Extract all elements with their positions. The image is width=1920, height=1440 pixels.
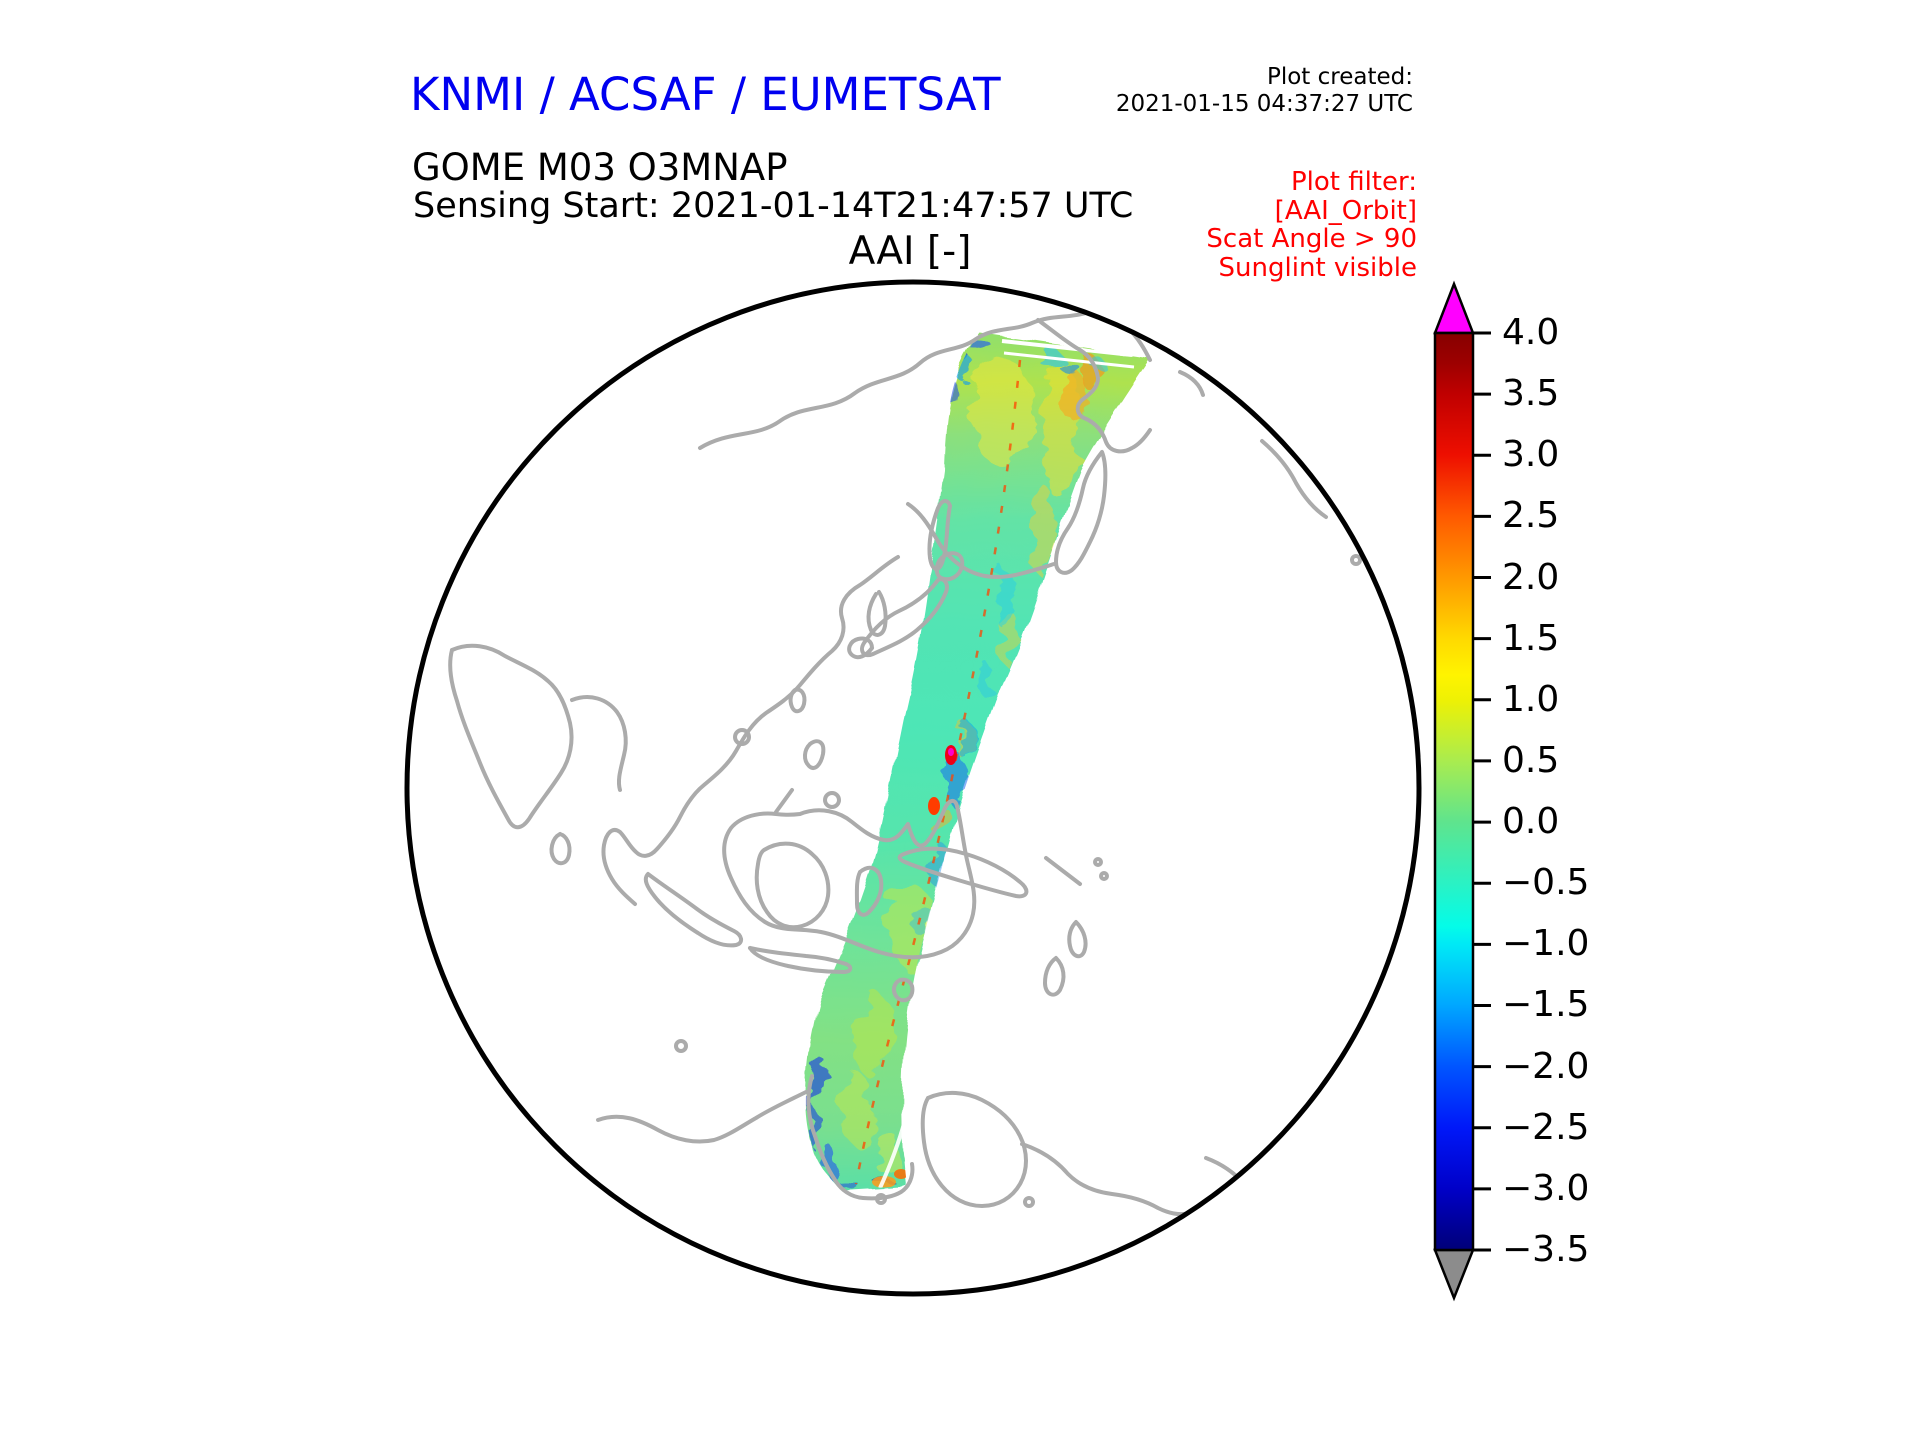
plot-filter-line: Scat Angle > 90 xyxy=(1206,224,1417,254)
plot-filter-line: [AAI_Orbit] xyxy=(1275,196,1417,226)
colorbar-tick-label: 3.0 xyxy=(1502,436,1559,474)
plot-created-value: 2021-01-15 04:37:27 UTC xyxy=(1116,91,1413,117)
agency-title: KNMI / ACSAF / EUMETSAT xyxy=(410,68,1001,121)
plot-created-block: Plot created:2021-01-15 04:37:27 UTC xyxy=(1116,64,1413,117)
colorbar xyxy=(1435,284,1491,1298)
aai-orange-spot xyxy=(928,797,940,815)
map-title: AAI [-] xyxy=(849,229,972,274)
plot-filter-block: Plot filter:[AAI_Orbit]Scat Angle > 90Su… xyxy=(1206,168,1417,282)
product-title: GOME M03 O3MNAP xyxy=(412,146,788,189)
colorbar-gradient xyxy=(1435,333,1473,1250)
plot-filter-line: Sunglint visible xyxy=(1219,253,1417,283)
sensing-start-text: Sensing Start: 2021-01-14T21:47:57 UTC xyxy=(413,186,1133,226)
colorbar-tick-label: −3.0 xyxy=(1502,1170,1589,1208)
colorbar-tick-label: 0.0 xyxy=(1502,803,1559,841)
colorbar-over-arrow xyxy=(1435,284,1473,333)
colorbar-tick-label: 0.5 xyxy=(1502,742,1559,780)
colorbar-tick-label: 1.5 xyxy=(1502,620,1559,658)
colorbar-tick-label: −2.5 xyxy=(1502,1109,1589,1147)
colorbar-tick-label: 3.5 xyxy=(1502,375,1559,413)
colorbar-tick-label: 1.0 xyxy=(1502,681,1559,719)
plot-created-label: Plot created: xyxy=(1267,64,1413,90)
aai-magenta-spot xyxy=(948,748,954,756)
colorbar-tick-label: 2.0 xyxy=(1502,559,1559,597)
colorbar-tick-label: −2.0 xyxy=(1502,1048,1589,1086)
colorbar-tick-label: 4.0 xyxy=(1502,314,1559,352)
colorbar-ticks xyxy=(1473,333,1491,1250)
plot-filter-line: Plot filter: xyxy=(1291,167,1417,197)
colorbar-tick-label: −1.5 xyxy=(1502,986,1589,1024)
colorbar-tick-label: −3.5 xyxy=(1502,1231,1589,1269)
colorbar-under-arrow xyxy=(1435,1250,1473,1298)
colorbar-tick-label: 2.5 xyxy=(1502,497,1559,535)
colorbar-tick-label: −0.5 xyxy=(1502,864,1589,902)
plot-canvas: KNMI / ACSAF / EUMETSAT GOME M03 O3MNAP … xyxy=(0,0,1920,1440)
colorbar-tick-label: −1.0 xyxy=(1502,925,1589,963)
